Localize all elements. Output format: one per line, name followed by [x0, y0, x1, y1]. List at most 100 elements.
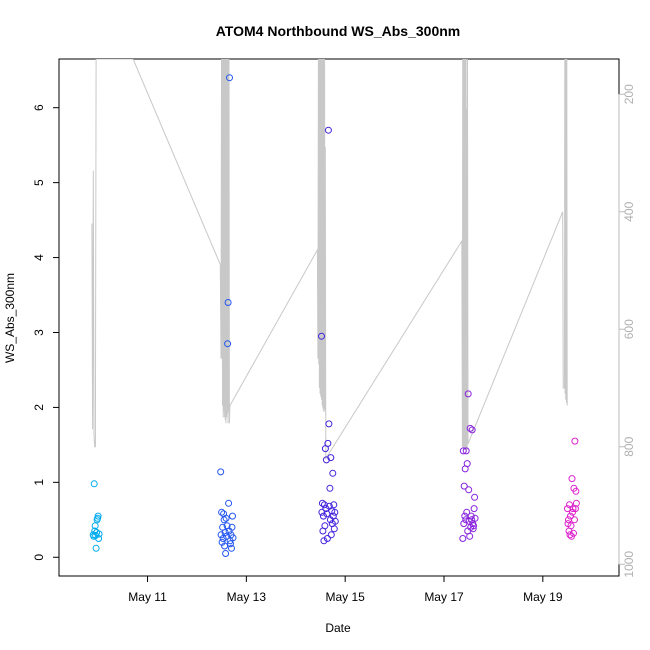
x-axis-label: Date: [325, 621, 351, 635]
data-point: [469, 525, 477, 533]
y2-tick-label: 1000: [622, 551, 636, 578]
data-point: [226, 74, 233, 82]
data-point: [463, 460, 471, 468]
x-tick-label: May 19: [523, 590, 563, 604]
data-point: [318, 508, 326, 516]
data-point: [323, 510, 331, 518]
series-line: [91, 59, 568, 461]
data-point: [224, 340, 232, 348]
y-tick-label: 4: [32, 254, 46, 261]
data-point: [95, 530, 103, 538]
data-point: [222, 514, 230, 522]
data-point: [219, 535, 227, 542]
data-point: [217, 468, 225, 476]
data-point: [571, 505, 579, 513]
data-point: [464, 390, 472, 398]
y-tick-label: 0: [32, 554, 46, 561]
data-point: [320, 537, 328, 545]
data-point: [567, 522, 575, 530]
data-point: [466, 424, 474, 432]
points-layer: [89, 74, 580, 557]
data-point: [323, 535, 331, 542]
data-point: [570, 529, 577, 537]
data-point: [571, 516, 578, 524]
x-tick-label: May 11: [128, 590, 167, 604]
y-tick-label: 6: [32, 104, 46, 111]
data-point: [228, 523, 236, 531]
data-point: [320, 501, 328, 509]
data-point: [221, 529, 229, 536]
x-tick-label: May 17: [424, 590, 464, 604]
y-axis-label: WS_Abs_300nm: [3, 273, 17, 363]
data-point: [331, 517, 339, 525]
data-point: [227, 540, 234, 548]
data-point: [459, 447, 467, 455]
y2-tick-label: 800: [622, 436, 636, 456]
data-point: [471, 493, 479, 501]
data-point: [463, 508, 471, 516]
data-point: [471, 514, 479, 522]
data-point: [228, 544, 235, 552]
data-point: [462, 447, 470, 455]
data-point: [319, 512, 327, 520]
data-point: [466, 532, 474, 540]
y-tick-label: 5: [32, 179, 46, 186]
y-tick-label: 2: [32, 404, 46, 411]
data-point: [468, 516, 476, 524]
data-point: [572, 499, 580, 507]
data-point: [567, 512, 574, 520]
data-point: [326, 484, 334, 492]
chart-title: ATOM4 Northbound WS_Abs_300nm: [216, 23, 461, 39]
data-point: [330, 525, 338, 533]
data-point: [566, 531, 574, 539]
y-tick-label: 1: [32, 479, 46, 486]
data-point: [329, 469, 337, 477]
data-point: [224, 299, 232, 306]
axes-layer: May 11 May 13 May 15 May 17 May 19 0 1 2 3 4 5 6 200…: [32, 84, 636, 604]
data-point: [566, 501, 573, 509]
x-tick-label: May 15: [325, 590, 365, 604]
data-point: [569, 505, 577, 513]
data-point: [572, 487, 580, 495]
data-point: [330, 501, 338, 509]
y2-tick-label: 600: [622, 319, 636, 339]
humidity-line-layer: [91, 59, 568, 461]
data-point: [222, 550, 230, 557]
data-point: [571, 437, 579, 445]
data-point: [331, 508, 339, 516]
data-point: [325, 420, 333, 428]
x-tick-label: May 13: [227, 590, 267, 604]
data-point: [318, 332, 325, 340]
data-point: [95, 535, 103, 542]
data-point: [467, 512, 475, 520]
data-point: [91, 522, 99, 530]
data-point: [470, 505, 478, 513]
data-point: [221, 542, 229, 550]
data-point: [465, 486, 473, 494]
data-point: [327, 531, 335, 539]
data-point: [470, 522, 478, 530]
data-point: [90, 480, 98, 488]
data-point: [229, 512, 236, 520]
data-point: [468, 426, 476, 434]
data-point: [94, 512, 102, 520]
data-point: [220, 516, 228, 524]
data-point: [460, 482, 468, 490]
data-point: [322, 505, 330, 513]
y2-tick-label: 200: [622, 84, 636, 104]
data-point: [92, 544, 100, 552]
plot-frame: [58, 58, 620, 577]
data-point: [229, 534, 237, 542]
data-point: [321, 522, 329, 530]
data-point: [327, 454, 335, 462]
data-point: [218, 508, 226, 516]
y-tick-label: 3: [32, 329, 46, 336]
data-point: [324, 126, 332, 134]
data-point: [459, 535, 467, 542]
data-point: [225, 499, 233, 507]
data-point: [568, 475, 576, 483]
y2-tick-label: 400: [622, 201, 636, 221]
data-point: [324, 439, 332, 447]
data-point: [318, 499, 326, 507]
